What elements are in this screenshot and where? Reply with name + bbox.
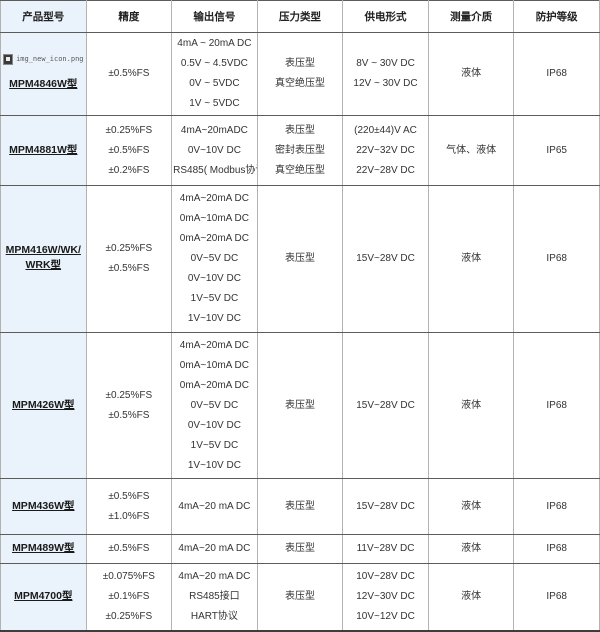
pressure-type-cell: 表压型 — [256, 478, 344, 536]
table-row: MPM436W型 ±0.5%FS ±1.0%FS 4mA~20 mA DC 表压型… — [0, 478, 600, 536]
power-supply-cell: (220±44)V AC 22V~32V DC 22V~28V DC — [342, 115, 429, 187]
protection-cell: IP68 — [513, 534, 600, 565]
pressure-type-cell: 表压型 真空绝压型 — [256, 32, 344, 117]
model-link[interactable]: MPM4700型 — [14, 590, 73, 603]
output-cell: 4mA~20mA DC 0mA~10mA DC 0mA~20mA DC 0V~5V D… — [171, 185, 258, 334]
output-cell: 4mA ~ 20mA DC 0.5V ~ 4.5VDC 0V ~ 5VDC 1V ~ … — [171, 32, 258, 117]
col-header-protection: 防护等级 — [513, 0, 600, 34]
accuracy-cell: ±0.5%FS — [85, 32, 173, 117]
protection-cell: IP68 — [513, 185, 600, 334]
col-header-accuracy: 精度 — [85, 0, 173, 34]
power-supply-cell: 15V~28V DC — [342, 332, 429, 480]
model-link[interactable]: MPM4881W型 — [9, 143, 78, 156]
medium-cell: 气体、液体 — [427, 115, 515, 187]
col-header-medium: 测量介质 — [427, 0, 515, 34]
pressure-type-cell: 表压型 — [256, 185, 344, 334]
power-supply-cell: 15V~28V DC — [342, 185, 429, 334]
broken-image-icon — [3, 53, 14, 65]
model-cell: MPM489W型 — [0, 534, 87, 565]
medium-cell: 液体 — [427, 534, 515, 565]
col-header-model: 产品型号 — [0, 0, 87, 34]
table-row: MPM426W型 ±0.25%FS ±0.5%FS 4mA~20mA DC 0mA~… — [0, 332, 600, 480]
model-link[interactable]: MPM426W型 — [12, 398, 75, 411]
model-link[interactable]: MPM416W/WK/WRK型 — [5, 243, 81, 271]
broken-image-alt-text: img_new_icon.png — [16, 54, 84, 63]
power-supply-cell: 11V~28V DC — [342, 534, 429, 565]
table-row: img_new_icon.png MPM4846W型 ±0.5%FS 4mA ~… — [0, 32, 600, 117]
output-cell: 4mA~20 mA DC RS485接口 HART协议 — [171, 563, 258, 632]
col-header-output: 输出信号 — [171, 0, 258, 34]
medium-cell: 液体 — [427, 332, 515, 480]
pressure-type-cell: 表压型 — [256, 563, 344, 632]
power-supply-cell: 10V~28V DC 12V~30V DC 10V~12V DC — [342, 563, 429, 632]
model-cell: MPM436W型 — [0, 478, 87, 536]
model-cell: MPM4881W型 — [0, 115, 87, 187]
model-cell: MPM416W/WK/WRK型 — [0, 185, 87, 334]
model-link[interactable]: MPM436W型 — [12, 499, 75, 512]
medium-cell: 液体 — [427, 563, 515, 632]
table-row: MPM489W型 ±0.5%FS 4mA~20 mA DC 表压型 11V~28… — [0, 534, 600, 565]
medium-cell: 液体 — [427, 32, 515, 117]
pressure-type-cell: 表压型 — [256, 534, 344, 565]
protection-cell: IP65 — [513, 115, 600, 187]
protection-cell: IP68 — [513, 563, 600, 632]
model-link[interactable]: MPM4846W型 — [9, 77, 78, 90]
protection-cell: IP68 — [513, 332, 600, 480]
protection-cell: IP68 — [513, 32, 600, 117]
accuracy-cell: ±0.5%FS ±1.0%FS — [85, 478, 173, 536]
power-supply-cell: 15V~28V DC — [342, 478, 429, 536]
power-supply-cell: 8V ~ 30V DC 12V ~ 30V DC — [342, 32, 429, 117]
medium-cell: 液体 — [427, 478, 515, 536]
accuracy-cell: ±0.5%FS — [85, 534, 173, 565]
col-header-pressure-type: 压力类型 — [256, 0, 344, 34]
col-header-power-supply: 供电形式 — [342, 0, 429, 34]
accuracy-cell: ±0.25%FS ±0.5%FS — [85, 185, 173, 334]
pressure-type-cell: 表压型 — [256, 332, 344, 480]
medium-cell: 液体 — [427, 185, 515, 334]
accuracy-cell: ±0.25%FS ±0.5%FS — [85, 332, 173, 480]
accuracy-cell: ±0.25%FS ±0.5%FS ±0.2%FS — [85, 115, 173, 187]
output-cell: 4mA~20 mA DC — [171, 534, 258, 565]
table-row: MPM4881W型 ±0.25%FS ±0.5%FS ±0.2%FS 4mA~20m… — [0, 115, 600, 187]
model-link[interactable]: MPM489W型 — [12, 542, 75, 555]
broken-image: img_new_icon.png — [2, 53, 85, 65]
model-cell: MPM426W型 — [0, 332, 87, 480]
table-row: MPM4700型 ±0.075%FS ±0.1%FS ±0.25%FS 4mA~20… — [0, 563, 600, 632]
accuracy-cell: ±0.075%FS ±0.1%FS ±0.25%FS — [85, 563, 173, 632]
pressure-type-cell: 表压型 密封表压型 真空绝压型 — [256, 115, 344, 187]
model-cell: MPM4700型 — [0, 563, 87, 632]
table-row: MPM416W/WK/WRK型 ±0.25%FS ±0.5%FS 4mA~20mA… — [0, 185, 600, 334]
model-cell: img_new_icon.png MPM4846W型 — [0, 32, 87, 117]
protection-cell: IP68 — [513, 478, 600, 536]
header-row: 产品型号 精度 输出信号 压力类型 供电形式 测量介质 防护等级 — [0, 0, 600, 34]
output-cell: 4mA~20 mA DC — [171, 478, 258, 536]
output-cell: 4mA~20mA DC 0mA~10mA DC 0mA~20mA DC 0V~5V D… — [171, 332, 258, 480]
